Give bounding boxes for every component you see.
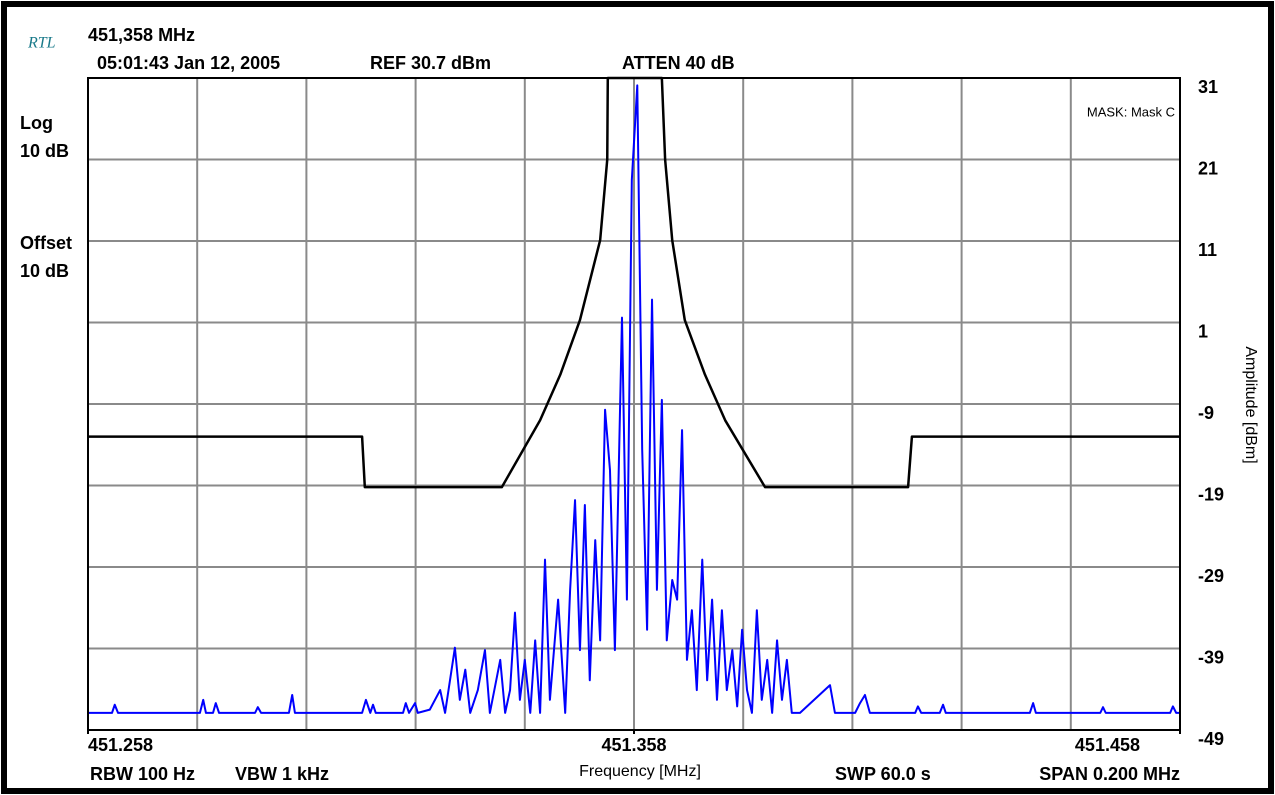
y-tick-label: 31 — [1198, 77, 1218, 97]
span: SPAN 0.200 MHz — [1039, 764, 1180, 784]
x-axis-label: Frequency [MHz] — [579, 763, 701, 780]
y-tick-label: -9 — [1198, 403, 1214, 423]
sweep: SWP 60.0 s — [835, 764, 931, 784]
attenuation: ATTEN 40 dB — [622, 53, 735, 73]
y-tick-label: -39 — [1198, 647, 1224, 667]
y-tick-label: 21 — [1198, 158, 1218, 178]
offset: 10 dB — [20, 261, 69, 281]
x-tick-label: 451.258 — [88, 735, 153, 755]
y-tick-label: -29 — [1198, 566, 1224, 586]
reference-level: REF 30.7 dBm — [370, 53, 491, 73]
y-tick-label: -49 — [1198, 729, 1224, 749]
offset-label: Offset — [20, 233, 72, 253]
y-tick-label: 1 — [1198, 321, 1208, 341]
x-tick-label: 451.358 — [601, 735, 666, 755]
y-axis-label: Amplitude [dBm] — [1242, 346, 1259, 463]
scale: 10 dB — [20, 141, 69, 161]
timestamp: 05:01:43 Jan 12, 2005 — [97, 53, 280, 73]
mask-label: MASK: Mask C — [1087, 104, 1175, 119]
scale-type: Log — [20, 113, 53, 133]
plot-border — [87, 77, 1181, 731]
y-tick-label: 11 — [1198, 240, 1217, 260]
series-line — [88, 84, 1180, 714]
x-tick-label: 451.458 — [1075, 735, 1140, 755]
vbw: VBW 1 kHz — [235, 764, 329, 784]
rbw: RBW 100 Hz — [90, 764, 195, 784]
center-frequency: 451,358 MHz — [88, 25, 195, 45]
logo: RTL — [27, 35, 56, 52]
y-tick-label: -19 — [1198, 484, 1224, 504]
